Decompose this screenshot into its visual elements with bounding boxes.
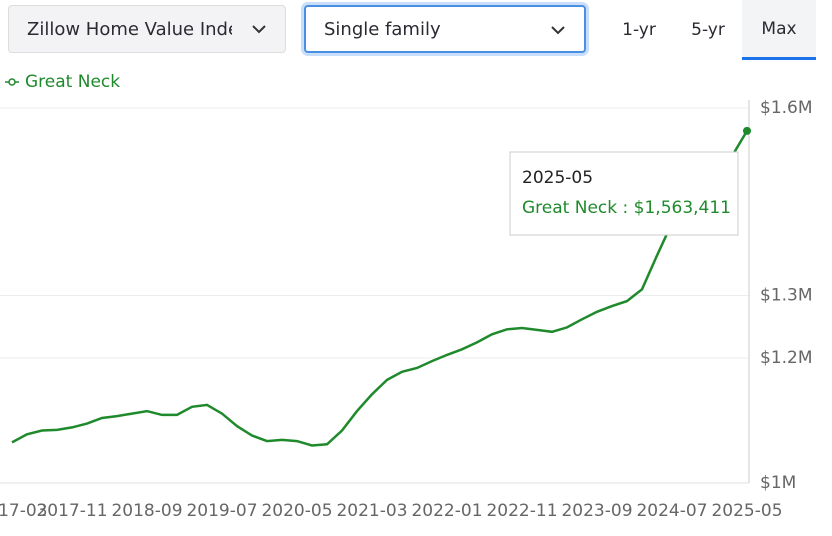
tooltip-series: Great Neck <box>522 198 617 218</box>
y-tick-label: $1.2M <box>760 348 813 368</box>
dropdown-text: Single family <box>324 18 441 40</box>
x-tick-label: 2017-03 <box>0 501 48 521</box>
x-tick-label: 2017-11 <box>36 501 107 521</box>
type-dropdown[interactable]: Single family <box>304 5 586 53</box>
chevron <box>551 26 565 35</box>
tooltip-amount: $1,563,411 <box>634 198 731 218</box>
tooltip-box <box>509 151 739 236</box>
index-dropdown[interactable]: Zillow Home Value Index <box>8 5 286 53</box>
x-tick-label: 2025-05 <box>711 501 782 521</box>
y-tick-label: $1.3M <box>760 286 813 306</box>
tooltip-date: 2025-05 <box>522 168 593 188</box>
legend-label: Great Neck <box>25 72 120 92</box>
x-tick-label: 2022-01 <box>411 501 482 521</box>
x-tick-label: 2019-07 <box>186 501 257 521</box>
x-tick-label: 2018-09 <box>111 501 182 521</box>
y-tick-label: $1M <box>760 473 796 493</box>
x-tick-label: 2022-11 <box>486 501 557 521</box>
series-line <box>11 130 749 447</box>
chevron <box>252 25 266 34</box>
dropdown-text: Zillow Home Value Index <box>27 18 232 40</box>
x-tick-label: 2023-09 <box>561 501 632 521</box>
x-tick-label: 2024-07 <box>636 501 707 521</box>
x-tick-label: 2020-05 <box>261 501 332 521</box>
tooltip-value: Great Neck : $1,563,411 <box>522 198 731 218</box>
y-tick-label: $1.6M <box>760 98 813 118</box>
legend-marker <box>8 78 16 86</box>
range-tab[interactable]: Max <box>742 0 816 60</box>
hover-point <box>743 126 751 135</box>
x-tick-label: 2021-03 <box>336 501 407 521</box>
range-tab[interactable]: 1-yr <box>622 20 656 40</box>
range-tab[interactable]: 5-yr <box>691 20 725 40</box>
